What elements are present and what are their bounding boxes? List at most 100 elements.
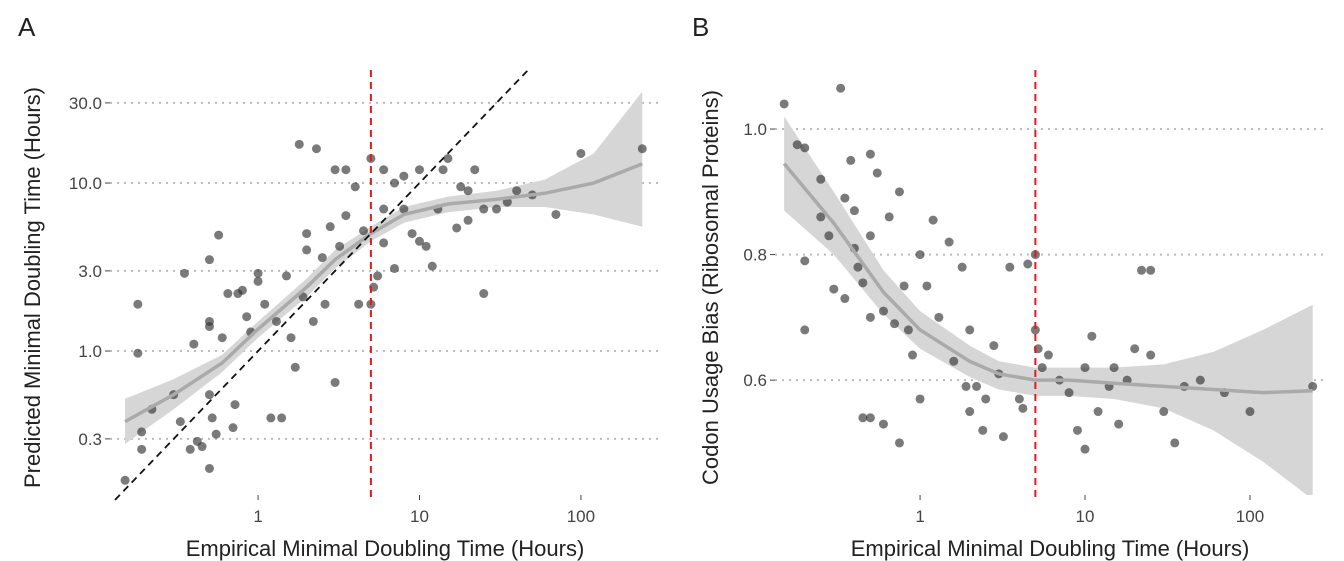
point <box>1018 403 1028 413</box>
point <box>407 229 417 239</box>
point <box>1030 325 1040 335</box>
point <box>551 209 561 219</box>
point <box>1037 363 1047 373</box>
point <box>230 400 240 410</box>
panel: 0.3 1.0 3.0 10.0 30.0 1 10 100 A Empirical Minima… <box>18 12 660 561</box>
point <box>341 211 351 221</box>
point <box>1023 259 1033 269</box>
point <box>792 140 802 150</box>
x-tick-label: 100 <box>1236 507 1264 526</box>
point <box>175 417 185 427</box>
point <box>463 215 473 225</box>
point <box>934 312 944 322</box>
point <box>204 463 214 473</box>
point <box>1064 388 1074 398</box>
point <box>846 155 856 165</box>
point <box>872 168 882 178</box>
point <box>816 212 826 222</box>
point <box>456 182 466 192</box>
point <box>330 377 340 387</box>
point <box>853 262 863 272</box>
x-tick-label: 10 <box>410 507 429 526</box>
y-axis-title: Predicted Minimal Doubling Time (Hours) <box>20 87 45 488</box>
point <box>470 165 480 175</box>
point <box>1109 363 1119 373</box>
y-tick-label: 0.6 <box>743 371 767 390</box>
point <box>779 99 789 109</box>
point <box>1245 407 1255 417</box>
point <box>317 253 327 263</box>
y-tick-label: 10.0 <box>69 174 102 193</box>
y-tick-label: 0.8 <box>743 246 767 265</box>
point <box>922 281 932 291</box>
point <box>840 294 850 304</box>
point <box>878 306 888 316</box>
x-axis-title: Empirical Minimal Doubling Time (Hours) <box>186 536 585 561</box>
smooth-line <box>782 162 1313 395</box>
point <box>840 193 850 203</box>
point <box>878 419 888 429</box>
point <box>1093 407 1103 417</box>
point <box>290 362 300 372</box>
point <box>281 271 291 281</box>
x-tick-label: 100 <box>567 507 595 526</box>
panel-label: B <box>692 12 709 42</box>
point <box>972 381 982 391</box>
point <box>576 148 586 158</box>
point <box>858 278 868 288</box>
point <box>865 149 875 159</box>
point <box>311 144 321 154</box>
point <box>253 276 263 286</box>
point <box>325 222 335 232</box>
point <box>816 174 826 184</box>
point <box>865 312 875 322</box>
point <box>197 442 207 452</box>
point <box>443 153 453 163</box>
point <box>836 83 846 93</box>
point <box>214 230 224 240</box>
y-tick-label: 30.0 <box>69 94 102 113</box>
point <box>120 475 130 485</box>
point <box>1087 331 1097 341</box>
point <box>1146 350 1156 360</box>
smooth-line <box>124 162 643 424</box>
point <box>217 333 227 343</box>
point <box>928 215 938 225</box>
point <box>1080 444 1090 454</box>
point <box>427 261 437 271</box>
point <box>479 289 489 299</box>
point <box>512 186 522 196</box>
point <box>637 144 647 154</box>
point <box>260 299 270 309</box>
point <box>266 413 276 423</box>
point <box>211 429 221 439</box>
point <box>298 292 308 302</box>
point <box>1146 265 1156 275</box>
point <box>133 348 143 358</box>
point <box>302 245 312 255</box>
point <box>981 394 991 404</box>
point <box>242 312 252 322</box>
point <box>421 241 431 251</box>
point <box>957 262 967 272</box>
point <box>185 444 195 454</box>
point <box>204 321 214 331</box>
point <box>915 394 925 404</box>
y-tick-label: 1.0 <box>743 120 767 139</box>
point <box>133 299 143 309</box>
point <box>1005 262 1015 272</box>
point <box>829 284 839 294</box>
point <box>890 319 900 329</box>
point <box>824 231 834 241</box>
panel: 0.6 0.8 1.0 1 10 100 B Empirical Minimal Doubli… <box>692 12 1325 561</box>
point <box>463 186 473 196</box>
point <box>302 229 312 239</box>
point <box>1043 350 1053 360</box>
point <box>949 356 959 366</box>
point <box>965 325 975 335</box>
point <box>389 178 399 188</box>
point <box>399 204 409 214</box>
point <box>858 413 868 423</box>
point <box>452 223 462 233</box>
